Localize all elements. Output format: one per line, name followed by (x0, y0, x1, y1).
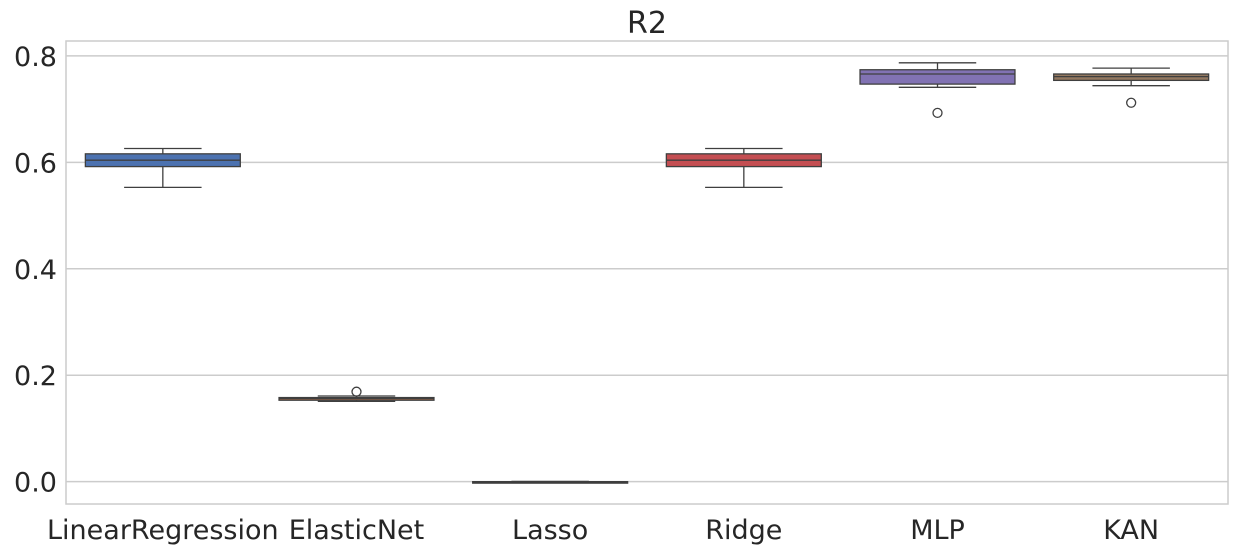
box-ridge (665, 147, 822, 189)
x-tick-label: MLP (910, 515, 965, 546)
y-tick-label: 0.6 (14, 148, 57, 179)
gridlines (66, 55, 1228, 483)
y-tick-label: 0.2 (14, 361, 57, 392)
y-tick-label: 0.8 (14, 42, 57, 73)
x-tick-label: KAN (1103, 515, 1159, 546)
box-kan (1053, 67, 1210, 108)
interquartile-box (859, 69, 1016, 85)
y-axis-tick-labels: 0.0 0.2 0.4 0.6 0.8 (14, 42, 57, 499)
box-linearregression (84, 147, 241, 189)
y-tick-label: 0.0 (14, 468, 57, 499)
box-elasticnet (278, 386, 435, 402)
x-axis-tick-labels: LinearRegression ElasticNet Lasso Ridge MLP K… (47, 515, 1159, 546)
x-tick-label: Lasso (512, 515, 588, 546)
y-tick-label: 0.4 (14, 255, 57, 286)
x-tick-label: LinearRegression (47, 515, 279, 546)
x-tick-label: Ridge (705, 515, 782, 546)
outlier-point (351, 386, 362, 397)
x-tick-label: ElasticNet (289, 515, 425, 546)
plot-area-frame (65, 40, 1229, 505)
box-lasso (472, 480, 629, 484)
box-mlp (859, 62, 1016, 118)
outlier-point (1126, 97, 1137, 108)
outlier-point (932, 107, 943, 118)
chart-title: R2 (627, 6, 667, 41)
boxes (84, 62, 1210, 484)
